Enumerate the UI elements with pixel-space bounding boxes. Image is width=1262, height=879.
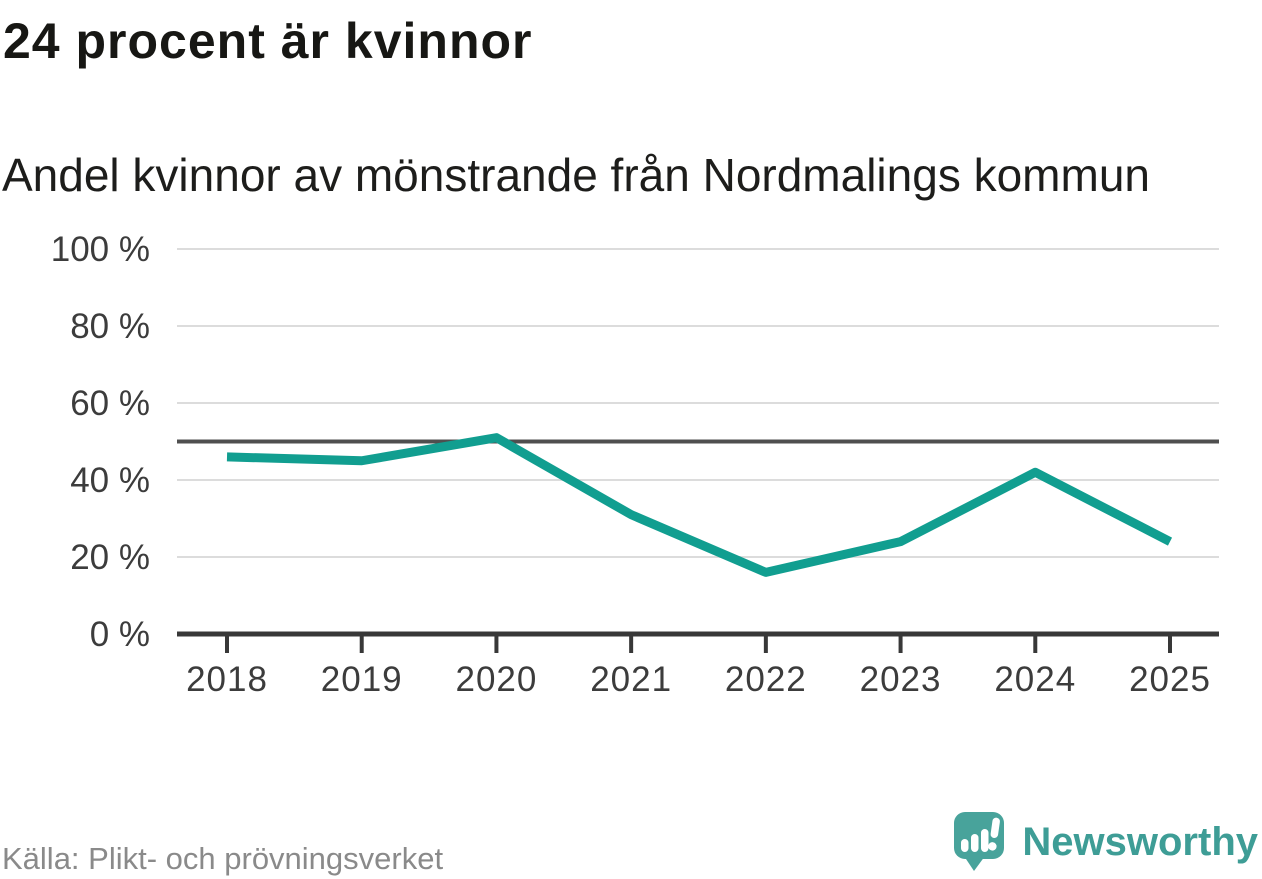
source-note: Källa: Plikt- och prövningsverket xyxy=(2,841,444,876)
data-line-andel-kvinnor xyxy=(226,433,1173,577)
x-tick-label-2019: 2019 xyxy=(321,660,403,699)
newsworthy-bubble-chart-icon xyxy=(952,810,1006,874)
x-tick-label-2020: 2020 xyxy=(455,660,537,699)
y-tick-label-60: 60 % xyxy=(70,384,150,423)
y-tick-label-20: 20 % xyxy=(70,538,150,577)
x-tick-label-2021: 2021 xyxy=(590,660,672,699)
x-tick-label-2024: 2024 xyxy=(994,660,1076,699)
x-tick-label-2022: 2022 xyxy=(725,660,807,699)
x-tick-label-2023: 2023 xyxy=(860,660,942,699)
chart-title: 24 procent är kvinnor xyxy=(3,13,533,69)
y-tick-label-100: 100 % xyxy=(51,230,150,269)
newsworthy-wordmark: Newsworthy xyxy=(1022,819,1258,864)
y-tick-label-40: 40 % xyxy=(70,461,150,500)
x-tick-label-2018: 2018 xyxy=(186,660,268,699)
y-tick-label-80: 80 % xyxy=(70,307,150,346)
chart-subtitle: Andel kvinnor av mönstrande från Nordmal… xyxy=(2,149,1150,201)
y-tick-label-0: 0 % xyxy=(90,615,150,654)
x-tick-label-2025: 2025 xyxy=(1129,660,1211,699)
newsworthy-logo: Newsworthy xyxy=(952,810,1258,874)
